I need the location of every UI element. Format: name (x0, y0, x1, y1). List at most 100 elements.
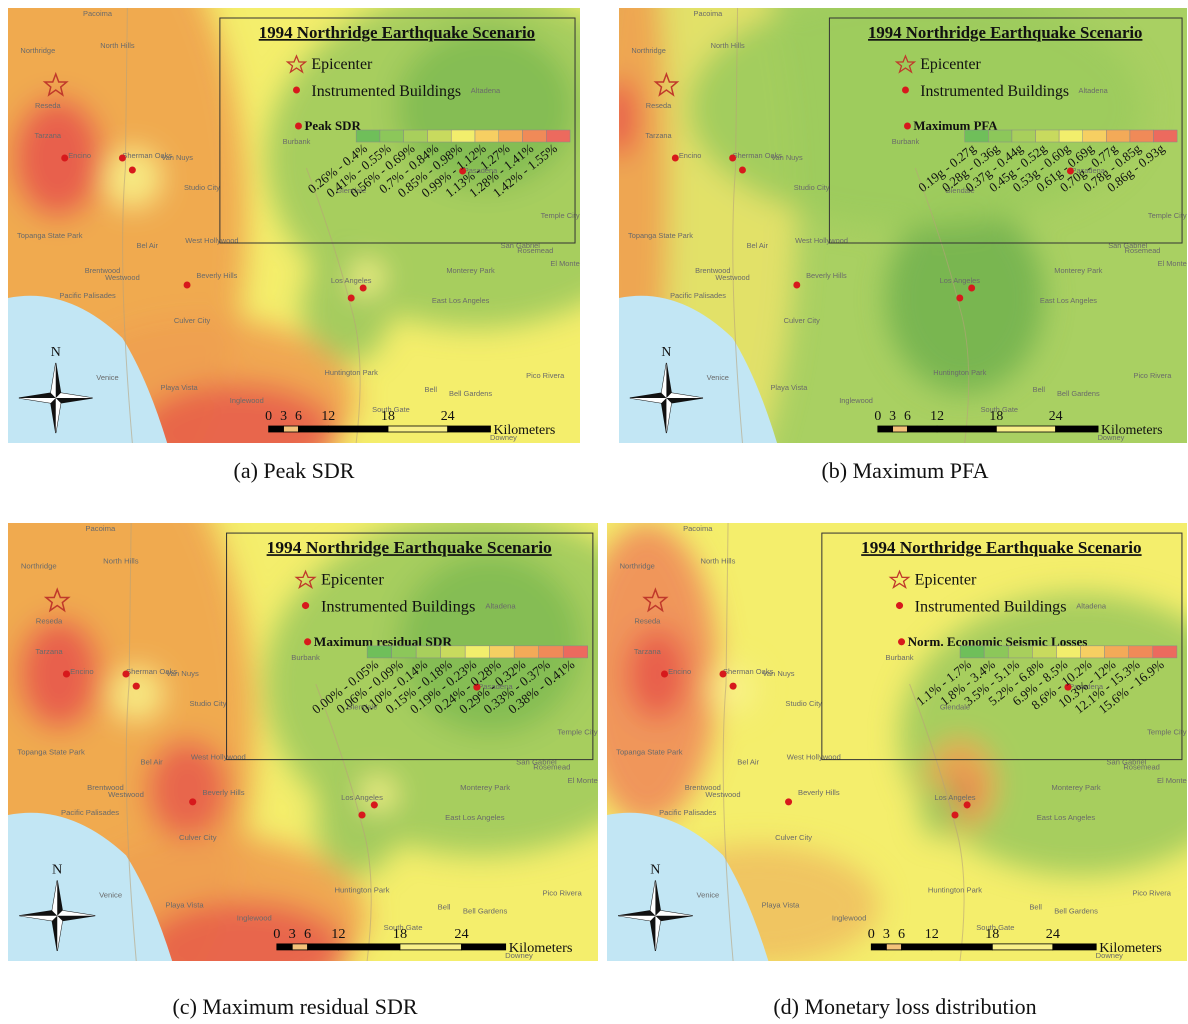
scale-unit: Kilometers (1099, 940, 1162, 956)
place-name: Pico Rivera (526, 371, 565, 380)
place-name: North Hills (701, 556, 736, 565)
scale-segment (932, 944, 993, 950)
place-name: West Hollywood (191, 753, 246, 762)
map-title: 1994 Northridge Earthquake Scenario (861, 538, 1141, 557)
place-name: San Gabriel (501, 241, 541, 250)
ramp-cell (563, 646, 588, 658)
place-name: Pacific Palisades (670, 291, 726, 300)
place-name: Los Angeles (940, 276, 981, 285)
place-name: Temple City (557, 728, 597, 737)
place-name: Pacoima (694, 9, 724, 18)
place-name: Los Angeles (341, 793, 383, 802)
place-name: Encino (68, 151, 91, 160)
building (793, 282, 800, 289)
place-name: Huntington Park (324, 368, 378, 377)
place-name: Bell Gardens (463, 907, 508, 916)
scale-segment (269, 426, 284, 432)
place-name: Pacific Palisades (59, 291, 116, 300)
north-label: N (650, 861, 660, 877)
place-name: Westwood (705, 790, 740, 799)
ramp-cell (392, 646, 417, 658)
building (133, 683, 140, 690)
ramp-cell (539, 646, 564, 658)
building (730, 683, 737, 690)
place-name: Monterey Park (446, 266, 495, 275)
place-name: Altadena (471, 86, 501, 95)
scale-segment (902, 944, 932, 950)
place-name: East Los Angeles (1037, 813, 1096, 822)
place-name: Topanga State Park (17, 748, 85, 757)
scale-tick: 18 (989, 409, 1003, 424)
place-name: Culver City (775, 833, 812, 842)
place-name: Pacific Palisades (659, 808, 716, 817)
place-name: El Monte (1158, 259, 1187, 268)
place-name: Burbank (291, 653, 320, 662)
place-name: Tarzana (35, 131, 62, 140)
scale-tick: 0 (874, 409, 881, 424)
scale-tick: 12 (331, 926, 345, 942)
place-name: Beverly Hills (798, 788, 840, 797)
place-name: Los Angeles (934, 793, 975, 802)
scale-tick: 24 (441, 409, 455, 424)
building (729, 155, 736, 162)
caption: (a) Peak SDR (44, 458, 544, 484)
place-name: Sherman Oaks (126, 667, 177, 676)
scale-tick: 6 (898, 926, 905, 942)
place-name: Culver City (179, 833, 217, 842)
place-name: Venice (96, 373, 118, 382)
place-name: El Monte (567, 776, 597, 785)
place-name: Encino (668, 667, 691, 676)
place-name: Sherman Oaks (733, 151, 783, 160)
scale-unit: Kilometers (493, 423, 555, 438)
map-panel: PacoimaNorth HillsNorthridgeResedaTarzan… (619, 8, 1187, 443)
scale-tick: 3 (889, 409, 896, 424)
place-name: Culver City (784, 316, 820, 325)
place-name: Tarzana (645, 131, 672, 140)
building (295, 123, 302, 130)
building (129, 167, 136, 174)
place-name: Venice (707, 373, 729, 382)
place-name: Inglewood (237, 914, 272, 923)
map-title: 1994 Northridge Earthquake Scenario (267, 538, 552, 557)
place-name: Venice (697, 891, 720, 900)
place-name: San Gabriel (516, 758, 557, 767)
scale-tick: 24 (1046, 926, 1060, 942)
place-name: Pacoima (83, 9, 113, 18)
scale-tick: 6 (904, 409, 911, 424)
scale-tick: 0 (265, 409, 272, 424)
building (964, 801, 971, 808)
place-name: Westwood (108, 790, 144, 799)
place-name: Northridge (631, 46, 666, 55)
scale-segment (328, 426, 388, 432)
map-panel: PacoimaNorth HillsNorthridgeResedaTarzan… (8, 8, 580, 443)
north-label: N (51, 345, 61, 360)
place-name: Bel Air (141, 758, 164, 767)
scale-segment (292, 944, 307, 950)
scale-segment (462, 944, 506, 950)
scale-segment (448, 426, 491, 432)
scale-unit: Kilometers (1101, 423, 1162, 438)
place-name: Huntington Park (334, 886, 389, 895)
scale-tick: 12 (321, 409, 335, 424)
place-name: Reseda (634, 617, 661, 626)
place-name: North Hills (103, 556, 139, 565)
legend-building (896, 602, 903, 609)
scale-tick: 12 (925, 926, 939, 942)
place-name: Burbank (283, 137, 311, 146)
place-name: Northridge (20, 46, 55, 55)
place-name: Beverly Hills (196, 271, 237, 280)
building (189, 798, 196, 805)
building (898, 638, 905, 645)
ramp-cell (441, 646, 466, 658)
place-name: Huntington Park (933, 368, 986, 377)
legend-epicenter: Epicenter (915, 571, 977, 588)
place-name: Pacific Palisades (61, 808, 119, 817)
scale-segment (878, 426, 893, 432)
scale-segment (1056, 426, 1098, 432)
place-name: Bell Gardens (1057, 389, 1100, 398)
north-label: N (52, 862, 62, 878)
place-name: Beverly Hills (806, 271, 847, 280)
place-name: Topanga State Park (17, 231, 83, 240)
ramp-cell (514, 646, 539, 658)
scale-tick: 3 (280, 409, 287, 424)
